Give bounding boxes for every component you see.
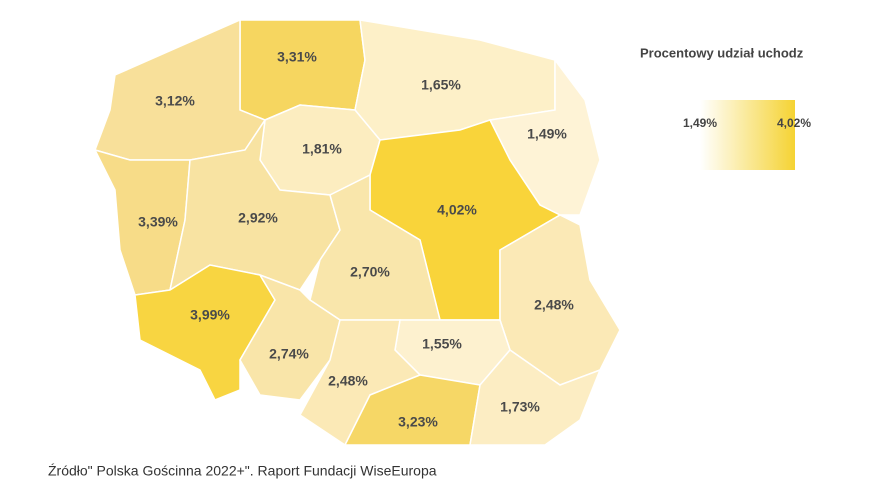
region-label: 3,23% [398,414,438,430]
region-label: 3,39% [138,214,178,230]
map: 3,31% 1,65% 3,12% 1,81% 1,49% 3,39% 2,92% 4,02%… [93,18,621,445]
legend-title: Procentowy udział uchodz [640,45,804,60]
region-label: 1,49% [527,126,567,142]
legend: Procentowy udział uchodz 1,49% 4,02% [640,45,811,170]
region-label: 2,70% [350,264,390,280]
region-label: 4,02% [437,202,477,218]
region-label: 1,73% [500,399,540,415]
region-label: 2,48% [534,297,574,313]
legend-gradient [700,100,795,170]
region-label: 2,74% [269,346,309,362]
region [239,273,341,401]
region-label: 3,12% [155,93,195,109]
source: Źródło" Polska Gościnna 2022+". Raport F… [48,463,437,479]
region-label: 1,81% [302,141,342,157]
region [134,264,276,401]
legend-max: 4,02% [777,116,811,130]
region-label: 3,31% [277,49,317,65]
region-label: 1,55% [422,336,462,352]
region-label: 2,92% [238,210,278,226]
legend-min: 1,49% [683,116,717,130]
region-label: 2,48% [328,373,368,389]
region-label: 1,65% [421,77,461,93]
region [469,348,602,445]
region-label: 3,99% [190,307,230,323]
region [94,18,267,161]
